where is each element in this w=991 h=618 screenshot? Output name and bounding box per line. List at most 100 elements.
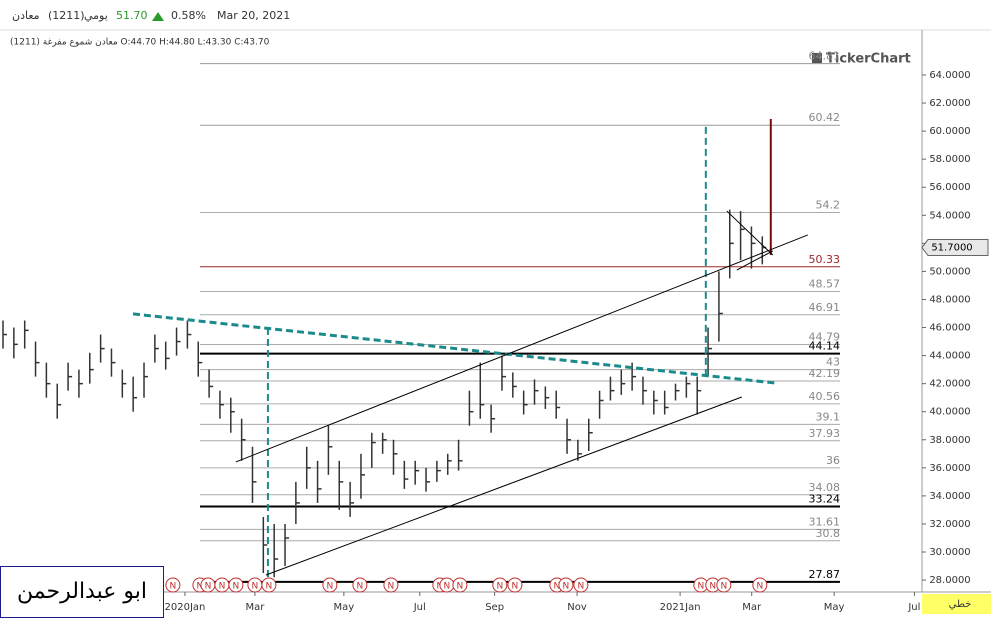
news-marker (573, 577, 589, 593)
author-box (0, 566, 164, 618)
style-label[interactable]: خطي (949, 599, 972, 610)
style-button[interactable] (922, 594, 991, 614)
x-tick-label: Mar (245, 602, 265, 613)
y-tick-label: 28.0000 (929, 575, 970, 586)
x-tick-label: Sep (485, 602, 504, 613)
header-symbol: معادن (12, 9, 40, 22)
news-label: N (326, 582, 333, 592)
news-marker (322, 577, 338, 593)
level-label: 42.19 (809, 367, 841, 380)
x-tick-label: Jul (413, 602, 426, 613)
x-tick-label: Mar (742, 602, 762, 613)
y-tick-label: 50.0000 (929, 266, 970, 277)
level-label: 36 (826, 454, 840, 467)
news-label: N (720, 582, 727, 592)
y-tick-label: 58.0000 (929, 154, 970, 165)
level-label: 43 (826, 356, 840, 369)
trend-line (736, 250, 773, 271)
header-code: (1211) (48, 9, 85, 22)
trend-line (132, 312, 775, 385)
news-label: N (554, 582, 561, 592)
news-label: N (697, 582, 704, 592)
y-tick-label: 46.0000 (929, 323, 970, 334)
level-label: 34.08 (809, 481, 841, 494)
header-change: 0.58% (171, 9, 206, 22)
news-marker (558, 577, 574, 593)
level-label: 33.24 (809, 493, 841, 506)
header-price: 51.70 (116, 9, 148, 22)
y-tick-label: 56.0000 (929, 182, 970, 193)
level-label: 54.2 (816, 198, 841, 211)
up-arrow (152, 12, 164, 21)
news-marker (352, 577, 368, 593)
level-label: 40.56 (809, 390, 841, 403)
watermark: TickerChart (826, 52, 911, 67)
news-marker (261, 577, 277, 593)
news-label: N (496, 582, 503, 592)
news-label: N (756, 582, 763, 592)
news-marker (492, 577, 508, 593)
news-marker (716, 577, 732, 593)
y-tick-label: 40.0000 (929, 407, 970, 418)
news-label: N (205, 582, 212, 592)
news-marker (452, 577, 468, 593)
trend-line (726, 210, 774, 256)
y-tick-label: 62.0000 (929, 98, 970, 109)
y-tick-label: 44.0000 (929, 351, 970, 362)
level-label: 46.91 (809, 301, 841, 314)
ohlc-info: معادن شموع مفرغة (1211) O:44.70 H:44.80 … (10, 38, 270, 48)
news-marker (165, 577, 181, 593)
level-label: 39.1 (816, 410, 841, 423)
level-label: 30.8 (816, 527, 841, 540)
y-tick-label: 48.0000 (929, 294, 970, 305)
level-label: 50.33 (809, 253, 841, 266)
news-label: N (444, 582, 451, 592)
y-tick-label: 34.0000 (929, 491, 970, 502)
news-label: N (563, 582, 570, 592)
y-tick-label: 32.0000 (929, 519, 970, 530)
level-label: 31.61 (809, 515, 841, 528)
y-tick-label: 38.0000 (929, 435, 970, 446)
x-tick-label: May (334, 602, 355, 613)
trend-line (235, 234, 808, 463)
news-label: N (357, 582, 364, 592)
author: ابو عبدالرحمن (17, 579, 147, 604)
y-tick-label: 60.0000 (929, 126, 970, 137)
x-tick-label: Nov (567, 602, 587, 613)
level-label: 27.87 (809, 568, 841, 581)
level-label: 37.93 (809, 427, 841, 440)
y-tick-label: 42.0000 (929, 379, 970, 390)
last-price-label: 51.7000 (931, 243, 972, 254)
news-marker (752, 577, 768, 593)
news-marker (507, 577, 523, 593)
news-label: N (197, 582, 204, 592)
news-marker (228, 577, 244, 593)
last-price-box (921, 239, 989, 257)
header-period: يومي (84, 9, 108, 22)
header-date: Mar 20, 2021 (217, 9, 290, 22)
news-label: N (266, 582, 273, 592)
news-marker (383, 577, 399, 593)
news-label: N (233, 582, 240, 592)
y-tick-label: 64.0000 (929, 70, 970, 81)
news-label: N (388, 582, 395, 592)
logo-icon (812, 53, 822, 63)
level-label: 64.81 (809, 50, 841, 63)
x-tick-label: Jul (907, 602, 920, 613)
y-tick-label: 54.0000 (929, 210, 970, 221)
level-label: 48.57 (809, 277, 841, 290)
news-label: N (709, 582, 716, 592)
level-label: 44.14 (809, 340, 841, 353)
news-label: N (170, 582, 177, 592)
level-label: 60.42 (809, 111, 841, 124)
x-tick-label: 2021Jan (660, 602, 701, 613)
x-tick-label: May (824, 602, 845, 613)
news-label: N (252, 582, 259, 592)
news-label: N (577, 582, 584, 592)
news-label: N (512, 582, 519, 592)
level-label: 44.79 (809, 331, 841, 344)
trend-line (265, 396, 743, 576)
news-label: N (219, 582, 226, 592)
